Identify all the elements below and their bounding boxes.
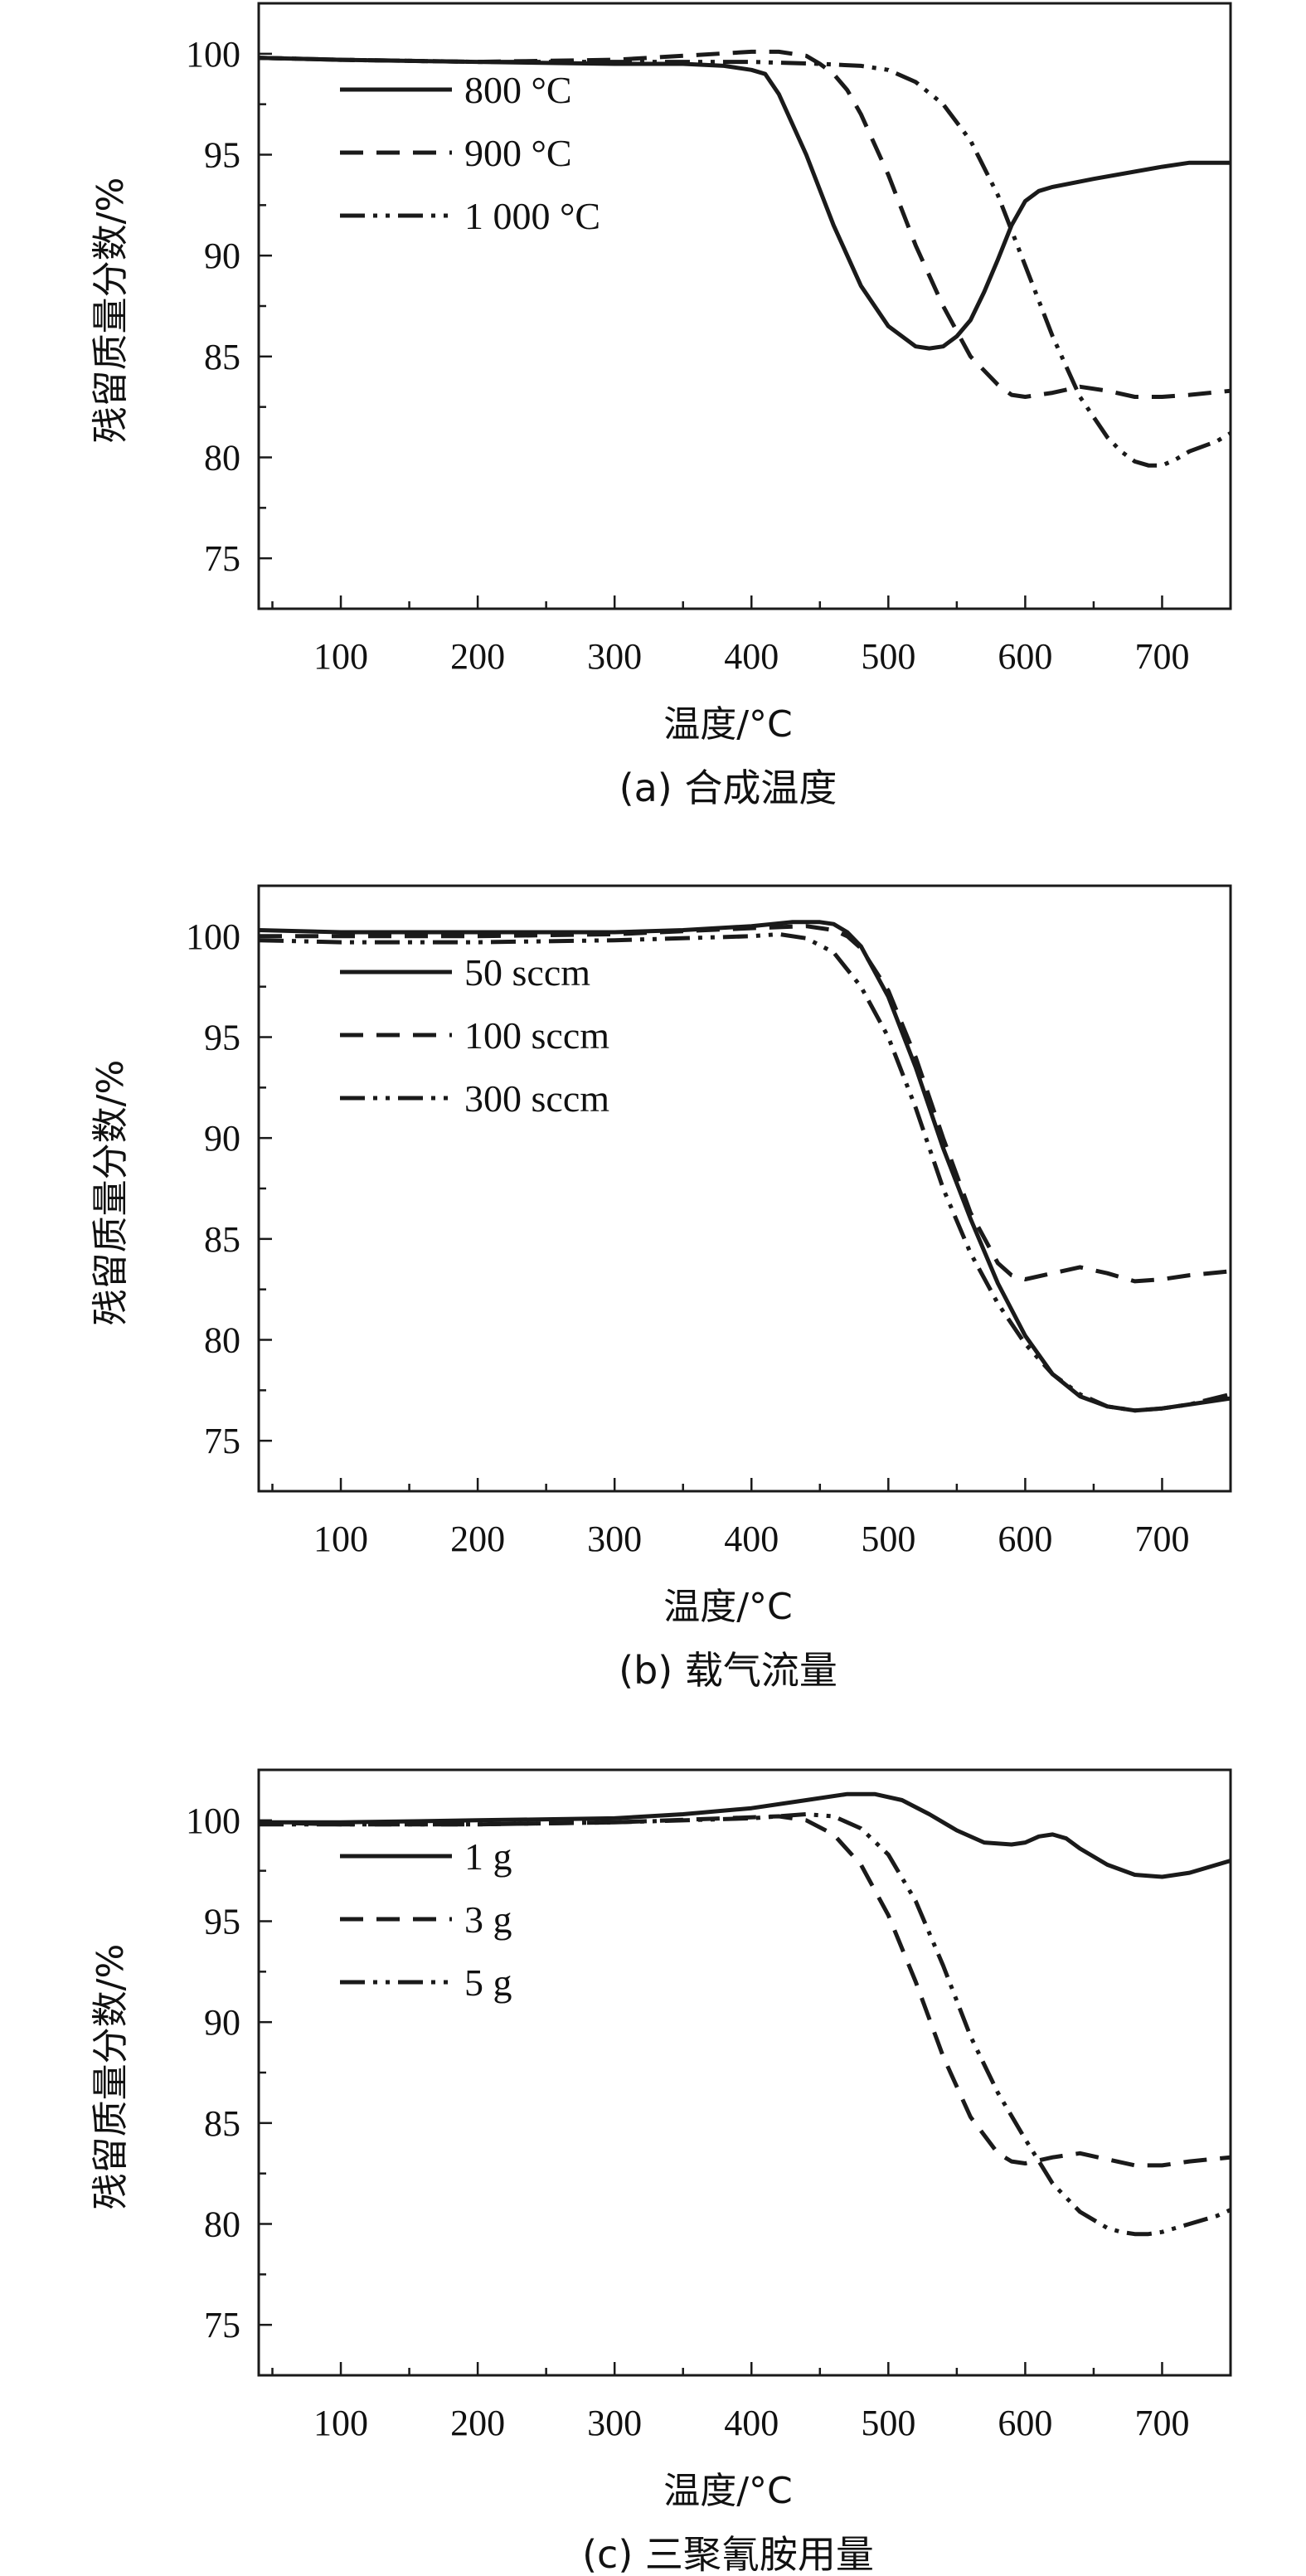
- y-tick-label: 100: [186, 916, 240, 957]
- y-axis-title: 残留质量分数/%: [90, 177, 132, 444]
- panel-caption: (a) 合成温度: [619, 766, 837, 810]
- panel-caption: (c) 三聚氰胺用量: [582, 2532, 874, 2576]
- x-tick-label: 600: [998, 1519, 1052, 1559]
- y-tick-label: 90: [204, 236, 240, 276]
- x-tick-label: 600: [998, 2403, 1052, 2443]
- series-line-3: [259, 931, 1231, 1413]
- series-line-3: [259, 1812, 1231, 2237]
- x-tick-label: 200: [450, 636, 505, 677]
- x-tick-label: 400: [724, 1519, 779, 1559]
- y-tick-label: 90: [204, 2002, 240, 2043]
- x-axis-title: 温度/°C: [663, 703, 793, 746]
- y-tick-label: 80: [204, 2204, 240, 2245]
- x-tick-label: 300: [587, 636, 642, 677]
- x-tick-label: 100: [313, 636, 368, 677]
- legend-label: 5 g: [464, 1961, 512, 2004]
- y-axis-title: 残留质量分数/%: [90, 1944, 132, 2210]
- y-tick-label: 75: [204, 2305, 240, 2345]
- y-tick-label: 85: [204, 1219, 240, 1260]
- y-tick-label: 80: [204, 1320, 240, 1361]
- x-tick-label: 700: [1134, 636, 1189, 677]
- chart-panel-b: 100 200 300 400 500 600 700 75 80 85 90 95 100 温度/°C 残…: [90, 884, 1232, 1693]
- x-tick-label: 200: [450, 1519, 505, 1559]
- x-tick-label: 100: [313, 2403, 368, 2443]
- x-tick-label: 400: [724, 636, 779, 677]
- series-line-3: [259, 56, 1231, 468]
- series-line-1: [259, 1791, 1231, 1879]
- x-tick-label: 700: [1134, 2403, 1189, 2443]
- y-tick-label: 95: [204, 135, 240, 176]
- series-line-2: [259, 49, 1231, 399]
- legend-label: 300 sccm: [464, 1077, 609, 1120]
- plot-frame: [257, 1768, 1232, 2377]
- y-tick-label: 75: [204, 1421, 240, 1461]
- y-tick-label: 100: [186, 34, 240, 75]
- legend-label: 50 sccm: [464, 951, 590, 994]
- panel-caption: (b) 载气流量: [619, 1648, 837, 1693]
- x-tick-label: 300: [587, 2403, 642, 2443]
- y-tick-label: 80: [204, 438, 240, 479]
- x-tick-label: 700: [1134, 1519, 1189, 1559]
- x-tick-label: 200: [450, 2403, 505, 2443]
- legend-label: 1 g: [464, 1835, 512, 1878]
- y-tick-label: 75: [204, 538, 240, 579]
- plot-frame: [257, 884, 1232, 1493]
- chart-panel-c: 100 200 300 400 500 600 700 75 80 85 90 95 100 温度/°C 残…: [90, 1768, 1232, 2576]
- x-tick-label: 300: [587, 1519, 642, 1559]
- legend-label: 800 °C: [464, 69, 572, 111]
- y-tick-label: 95: [204, 1902, 240, 1942]
- y-tick-label: 100: [186, 1801, 240, 1841]
- legend-label: 1 000 °C: [464, 195, 600, 237]
- y-tick-label: 85: [204, 337, 240, 377]
- x-tick-label: 100: [313, 1519, 368, 1559]
- x-axis-title: 温度/°C: [663, 2470, 793, 2512]
- legend-label: 900 °C: [464, 132, 572, 174]
- legend-label: 100 sccm: [464, 1014, 609, 1057]
- series-line-2: [259, 1814, 1231, 2168]
- x-tick-label: 600: [998, 636, 1052, 677]
- legend-label: 3 g: [464, 1898, 512, 1941]
- y-tick-label: 90: [204, 1118, 240, 1159]
- y-tick-label: 85: [204, 2103, 240, 2144]
- x-tick-label: 500: [861, 636, 915, 677]
- chart-panel-a: 100 200 300 400 500 600 700 75 80 85 90 95 100 温度/°C 残…: [90, 2, 1232, 810]
- series-line-1: [259, 920, 1231, 1413]
- series-line-1: [259, 56, 1231, 351]
- plot-frame: [257, 2, 1232, 610]
- x-axis-title: 温度/°C: [663, 1586, 793, 1628]
- series-line-2: [259, 924, 1231, 1284]
- x-tick-label: 400: [724, 2403, 779, 2443]
- x-tick-label: 500: [861, 2403, 915, 2443]
- y-axis-title: 残留质量分数/%: [90, 1060, 132, 1326]
- x-tick-label: 500: [861, 1519, 915, 1559]
- y-tick-label: 95: [204, 1018, 240, 1058]
